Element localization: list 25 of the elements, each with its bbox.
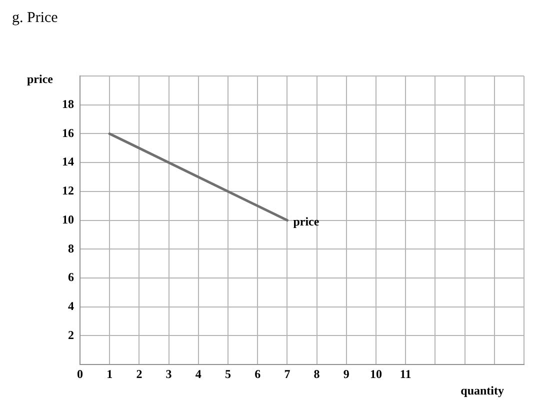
- y-tick-label: 2: [68, 328, 74, 342]
- x-tick-label: 1: [106, 366, 113, 381]
- x-tick-label: 3: [166, 366, 172, 381]
- y-tick-label: 18: [62, 96, 74, 111]
- chart-title: g. Price: [12, 10, 58, 27]
- x-tick-label: 10: [370, 366, 382, 381]
- y-tick-label: 10: [62, 212, 74, 226]
- x-tick-label: 11: [400, 366, 412, 381]
- y-tick-label: 16: [62, 126, 74, 140]
- y-axis-title: price: [27, 72, 54, 86]
- x-tick-label: 4: [195, 366, 202, 381]
- y-tick-label: 14: [62, 154, 74, 169]
- y-tick-label: 8: [68, 241, 74, 256]
- x-tick-label: 8: [314, 366, 320, 381]
- x-tick-label: 7: [284, 366, 290, 381]
- x-tick-label: 6: [254, 366, 261, 381]
- x-tick-label: 0: [77, 366, 83, 381]
- y-tick-label: 6: [68, 270, 74, 284]
- x-tick-label: 5: [225, 366, 231, 381]
- series-label: price: [293, 214, 320, 228]
- x-axis-title: quantity: [460, 384, 504, 398]
- x-tick-label: 9: [343, 366, 350, 381]
- x-tick-label: 2: [136, 366, 142, 381]
- y-tick-label: 4: [68, 298, 74, 313]
- y-tick-label: 12: [62, 184, 74, 198]
